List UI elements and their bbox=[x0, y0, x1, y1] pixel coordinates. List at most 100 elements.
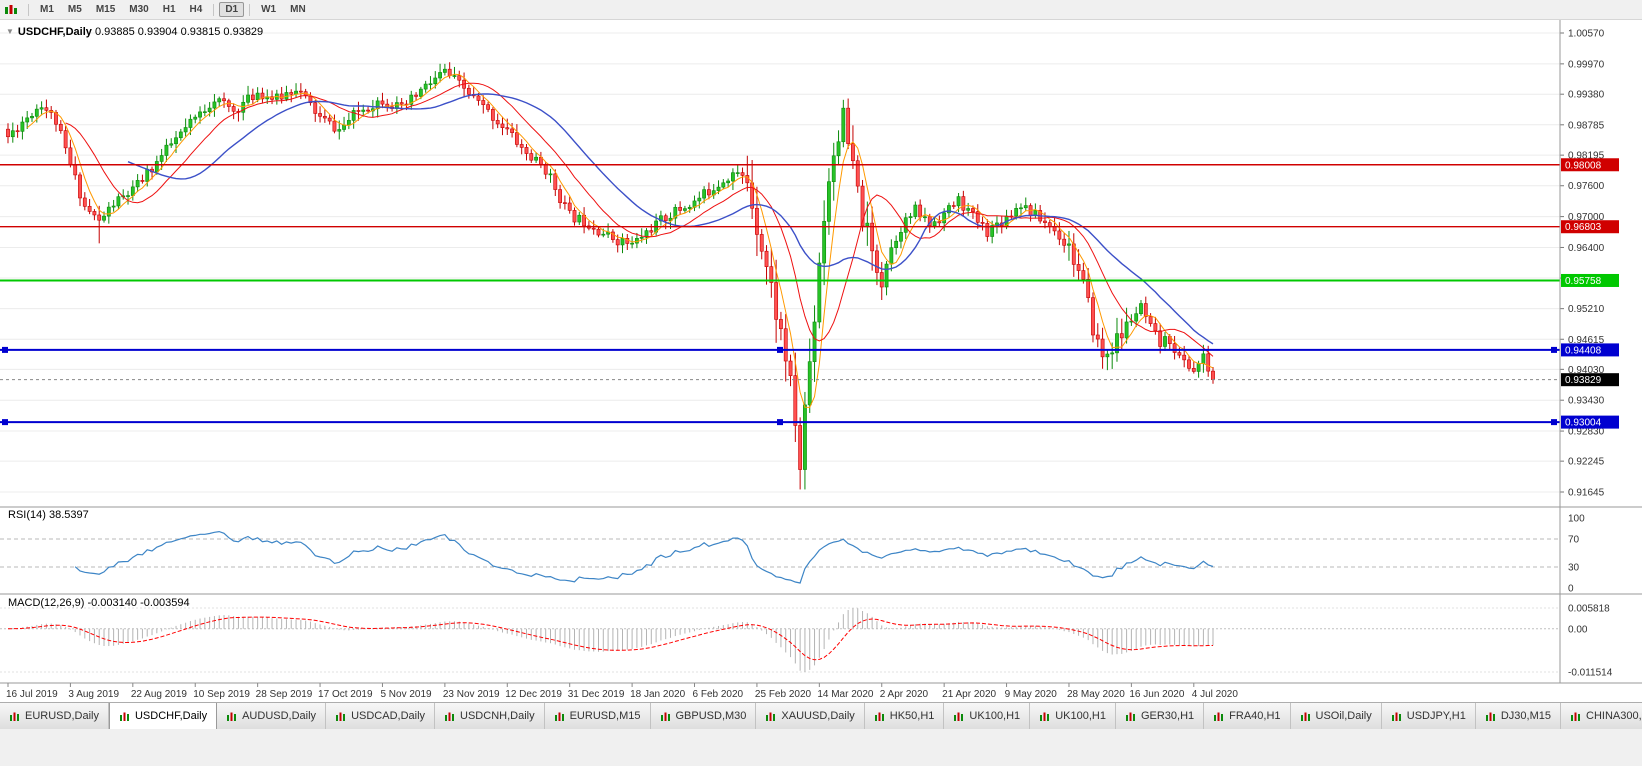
date-axis[interactable]: 16 Jul 2019 3 Aug 2019 22 Aug 2019 10 Sep 2… bbox=[6, 683, 1238, 700]
timeframe-m5-button[interactable]: M5 bbox=[67, 4, 82, 15]
tab-gbpusd-m30[interactable]: GBPUSD,M30 bbox=[650, 703, 757, 729]
chart-title: ▼ USDCHF,Daily 0.93885 0.93904 0.93815 0.… bbox=[6, 26, 263, 38]
timeframe-h4-button[interactable]: H4 bbox=[189, 4, 203, 15]
tab-uk100-h1[interactable]: UK100,H1 bbox=[944, 703, 1031, 729]
svg-text:16 Jun 2020: 16 Jun 2020 bbox=[1129, 689, 1184, 700]
tab-label: UK100,H1 bbox=[969, 710, 1021, 722]
tab-eurusd-daily[interactable]: EURUSD,Daily bbox=[0, 703, 109, 729]
svg-text:30: 30 bbox=[1568, 563, 1580, 574]
hline-handle[interactable] bbox=[2, 346, 8, 353]
svg-text:28 Sep 2019: 28 Sep 2019 bbox=[256, 689, 313, 700]
ma-slow-line bbox=[127, 93, 1214, 345]
tab-audusd-daily[interactable]: AUDUSD,Daily bbox=[217, 703, 327, 729]
price-label-0.98008: 0.98008 bbox=[1561, 158, 1619, 172]
chart-canvas[interactable]: 1.00570 0.99970 0.99380 0.98785 0.98195 0.976… bbox=[0, 20, 1642, 702]
current-price-label: 0.93829 bbox=[1561, 373, 1619, 387]
svg-text:21 Apr 2020: 21 Apr 2020 bbox=[942, 689, 996, 700]
macd-label: MACD(12,26,9) -0.003140 -0.003594 bbox=[8, 597, 190, 609]
tab-usdcad-daily[interactable]: USDCAD,Daily bbox=[326, 703, 436, 729]
timeframe-buttons: M1 M5 M15 M30 H1 H4 D1 W1 MN bbox=[33, 2, 313, 17]
mini-chart-icon bbox=[660, 711, 671, 722]
timeframe-toolbar: M1 M5 M15 M30 H1 H4 D1 W1 MN bbox=[0, 0, 1642, 20]
timeframe-w1-button[interactable]: W1 bbox=[261, 4, 277, 15]
tab-hk50-h1[interactable]: HK50,H1 bbox=[864, 703, 945, 729]
candlestick-series bbox=[6, 62, 1215, 490]
chart-type-icon[interactable] bbox=[4, 4, 18, 16]
tab-usdchf-daily[interactable]: USDCHF,Daily bbox=[108, 703, 218, 729]
svg-text:0.92830: 0.92830 bbox=[1568, 427, 1605, 438]
svg-text:31 Dec 2019: 31 Dec 2019 bbox=[568, 689, 625, 700]
toolbar-separator bbox=[28, 3, 29, 16]
timeframe-m15-button[interactable]: M15 bbox=[95, 4, 116, 15]
rsi-line bbox=[74, 530, 1214, 584]
timeframe-m1-button[interactable]: M1 bbox=[40, 4, 54, 15]
svg-text:2 Apr 2020: 2 Apr 2020 bbox=[880, 689, 929, 700]
svg-text:0.95210: 0.95210 bbox=[1568, 304, 1605, 315]
mini-chart-icon bbox=[1039, 711, 1050, 722]
mini-chart-icon bbox=[1485, 711, 1496, 722]
mini-chart-icon bbox=[953, 711, 964, 722]
rsi-label: RSI(14) 38.5397 bbox=[8, 509, 89, 521]
svg-text:0.98785: 0.98785 bbox=[1568, 120, 1605, 131]
hline-handle[interactable] bbox=[777, 419, 783, 426]
tab-label: CHINA300,H4 bbox=[1586, 710, 1642, 722]
svg-text:28 May 2020: 28 May 2020 bbox=[1067, 689, 1125, 700]
svg-text:-0.011514: -0.011514 bbox=[1568, 668, 1613, 679]
mini-chart-icon bbox=[119, 711, 130, 722]
tab-ger30-h1[interactable]: GER30,H1 bbox=[1115, 703, 1205, 729]
timeframe-m30-button[interactable]: M30 bbox=[129, 4, 149, 15]
price-label-0.93004: 0.93004 bbox=[1561, 415, 1619, 429]
svg-text:0.00: 0.00 bbox=[1568, 624, 1588, 635]
mini-chart-icon bbox=[765, 711, 776, 722]
hline-handle[interactable] bbox=[777, 346, 783, 353]
mini-chart-icon bbox=[9, 711, 20, 722]
tab-dj30-m15[interactable]: DJ30,M15 bbox=[1475, 703, 1561, 729]
macd-signal-line bbox=[7, 616, 1213, 661]
timeframe-h1-button[interactable]: H1 bbox=[162, 4, 176, 15]
price-label-0.94408: 0.94408 bbox=[1561, 343, 1619, 357]
mini-chart-icon bbox=[1300, 711, 1311, 722]
tab-usoil-daily[interactable]: USOil,Daily bbox=[1290, 703, 1382, 729]
svg-text:3 Aug 2019: 3 Aug 2019 bbox=[68, 689, 119, 700]
svg-text:0.97600: 0.97600 bbox=[1568, 181, 1605, 192]
svg-text:0.93004: 0.93004 bbox=[1565, 418, 1602, 429]
svg-text:5 Nov 2019: 5 Nov 2019 bbox=[380, 689, 432, 700]
toolbar-separator bbox=[213, 3, 215, 16]
tab-label: USDJPY,H1 bbox=[1406, 710, 1466, 722]
chart-area[interactable]: 1.00570 0.99970 0.99380 0.98785 0.98195 0.976… bbox=[0, 20, 1642, 702]
tab-label: USDCAD,Daily bbox=[351, 710, 426, 722]
mini-chart-icon bbox=[1213, 711, 1224, 722]
price-label-0.96803: 0.96803 bbox=[1561, 220, 1619, 234]
tab-xauusd-daily[interactable]: XAUUSD,Daily bbox=[756, 703, 865, 729]
tab-label: USDCNH,Daily bbox=[460, 710, 535, 722]
hline-handle[interactable] bbox=[2, 419, 8, 426]
timeframe-d1-button[interactable]: D1 bbox=[219, 2, 245, 17]
hline-handle[interactable] bbox=[1551, 419, 1557, 426]
tab-label: UK100,H1 bbox=[1055, 710, 1106, 722]
svg-text:12 Dec 2019: 12 Dec 2019 bbox=[505, 689, 562, 700]
tab-eurusd-m15[interactable]: EURUSD,M15 bbox=[544, 703, 651, 729]
svg-text:70: 70 bbox=[1568, 535, 1580, 546]
svg-text:0.93829: 0.93829 bbox=[1565, 375, 1602, 386]
svg-text:0.96803: 0.96803 bbox=[1565, 222, 1602, 233]
svg-text:0: 0 bbox=[1568, 584, 1574, 595]
chart-ohlc-values: 0.93885 0.93904 0.93815 0.93829 bbox=[94, 26, 264, 38]
ma-mid-line bbox=[65, 82, 1214, 357]
svg-text:100: 100 bbox=[1568, 514, 1585, 525]
tab-uk100-h1[interactable]: UK100,H1 bbox=[1030, 703, 1116, 729]
svg-text:4 Jul 2020: 4 Jul 2020 bbox=[1192, 689, 1239, 700]
macd-histogram bbox=[12, 608, 1214, 672]
chart-dropdown-icon[interactable]: ▼ bbox=[6, 27, 14, 36]
tab-usdjpy-h1[interactable]: USDJPY,H1 bbox=[1381, 703, 1476, 729]
tab-china300-h4[interactable]: CHINA300,H4 bbox=[1561, 703, 1642, 729]
svg-text:0.92245: 0.92245 bbox=[1568, 457, 1605, 468]
svg-text:9 May 2020: 9 May 2020 bbox=[1005, 689, 1058, 700]
tab-fra40-h1[interactable]: FRA40,H1 bbox=[1204, 703, 1291, 729]
tab-label: DJ30,M15 bbox=[1500, 710, 1551, 722]
tab-label: XAUUSD,Daily bbox=[781, 710, 855, 722]
tab-label: USOil,Daily bbox=[1315, 710, 1372, 722]
timeframe-mn-button[interactable]: MN bbox=[290, 4, 306, 15]
price-gridlines: 1.00570 0.99970 0.99380 0.98785 0.98195 0.976… bbox=[0, 29, 1605, 499]
hline-handle[interactable] bbox=[1551, 346, 1557, 353]
tab-usdcnh-daily[interactable]: USDCNH,Daily bbox=[435, 703, 545, 729]
